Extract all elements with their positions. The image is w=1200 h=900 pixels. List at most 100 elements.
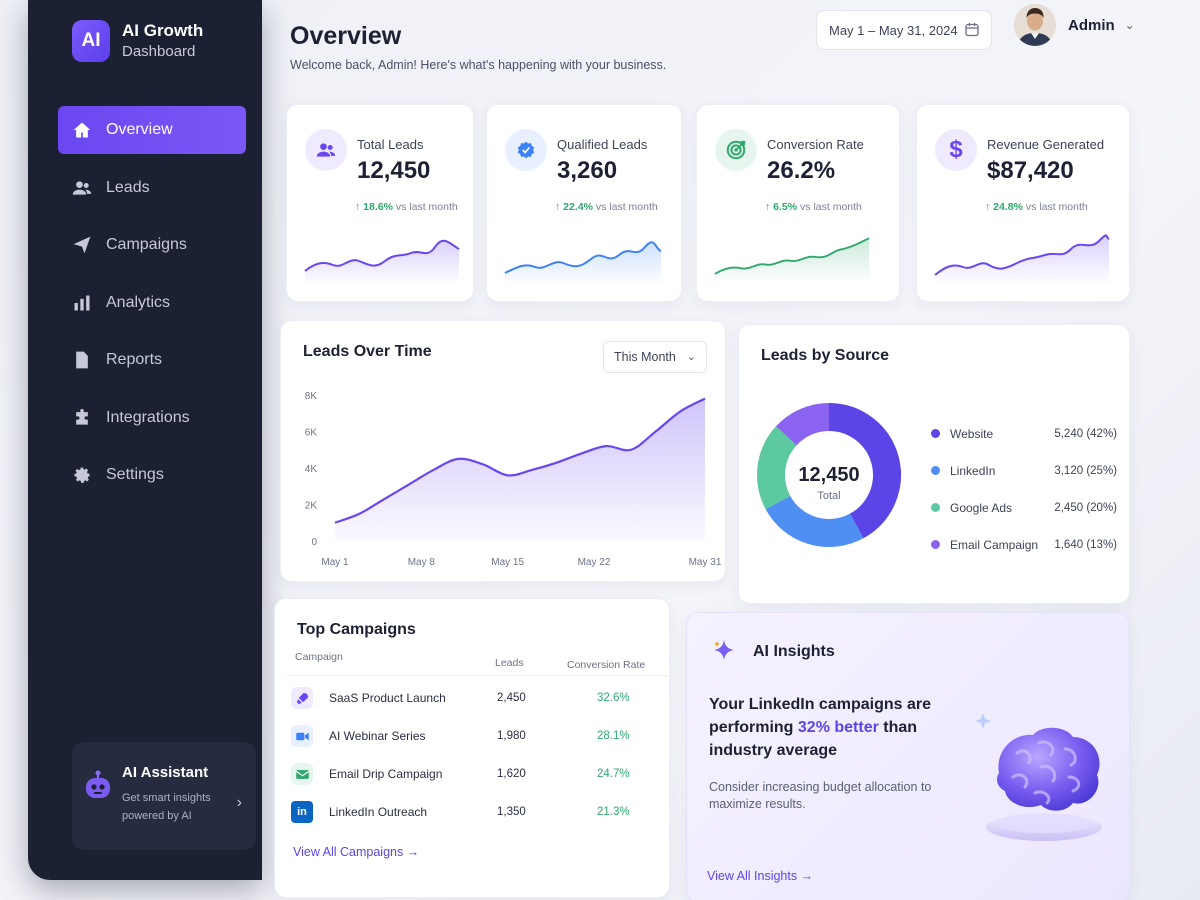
leads-by-source-card: Leads by Source 12,450 Total Website 5,240… xyxy=(738,324,1130,604)
assistant-title: AI Assistant xyxy=(122,764,209,781)
x-tick-label: May 1 xyxy=(321,557,349,568)
brand-title: AI Growth xyxy=(122,21,204,40)
column-header: Conversion Rate xyxy=(567,659,646,671)
date-range-picker[interactable]: May 1 – May 31, 2024 xyxy=(816,10,992,50)
sidebar-item-label: Campaigns xyxy=(106,236,187,253)
legend-value: 1,640 (13%) xyxy=(1054,538,1117,551)
kpi-label: Qualified Leads xyxy=(557,137,648,152)
donut-slice[interactable] xyxy=(757,426,798,510)
brand[interactable]: AI AI Growth Dashboard xyxy=(72,20,203,62)
kpi-card-conversion-rate[interactable]: Conversion Rate 26.2% ↑ 6.5% vs last mon… xyxy=(696,104,900,302)
kpi-value: 26.2% xyxy=(767,157,836,184)
series-line xyxy=(334,397,706,524)
x-tick-label: May 22 xyxy=(578,557,611,568)
card-title: Top Campaigns xyxy=(297,621,416,638)
campaign-name: AI Webinar Series xyxy=(329,729,426,743)
kpi-card-qualified-leads[interactable]: Qualified Leads 3,260 ↑ 22.4% vs last mo… xyxy=(486,104,682,302)
page-title: Overview xyxy=(290,22,402,50)
video-icon xyxy=(291,725,313,747)
campaign-table: SaaS Product Launch 2,450 32.6% AI Webin… xyxy=(291,679,661,831)
top-campaigns-card: Top Campaigns Campaign Leads Conversion … xyxy=(274,598,670,898)
legend-label: Email Campaign xyxy=(950,537,1039,552)
period-select[interactable]: This Month ⌄ xyxy=(603,341,707,373)
x-tick-label: May 8 xyxy=(408,557,436,568)
user-menu[interactable]: Admin ⌄ xyxy=(1014,4,1135,46)
campaign-name: Email Drip Campaign xyxy=(329,767,443,781)
chevron-right-icon: › xyxy=(236,794,242,811)
calendar-icon xyxy=(965,23,979,37)
sidebar-item-analytics[interactable]: Analytics xyxy=(58,279,246,327)
table-row[interactable]: Email Drip Campaign 1,620 24.7% xyxy=(291,755,661,793)
rocket-icon xyxy=(291,687,313,709)
y-tick-label: 2K xyxy=(305,501,318,512)
campaign-leads: 1,620 xyxy=(497,768,526,780)
legend-swatch xyxy=(931,503,940,512)
legend-item[interactable]: Website 5,240 (42%) xyxy=(931,415,1117,452)
area-fill xyxy=(335,398,705,541)
table-row[interactable]: SaaS Product Launch 2,450 32.6% xyxy=(291,679,661,717)
kpi-label: Conversion Rate xyxy=(767,137,864,152)
sidebar-item-campaigns[interactable]: Campaigns xyxy=(58,221,246,269)
main-content: Overview Welcome back, Admin! Here's wha… xyxy=(262,0,1200,900)
period-value: This Month xyxy=(614,350,676,364)
insight-headline: Your LinkedIn campaigns are performing 3… xyxy=(709,693,949,762)
sidebar: AI AI Growth Dashboard Overview Leads Ca… xyxy=(28,0,262,880)
card-title: Leads by Source xyxy=(761,347,890,364)
sidebar-item-reports[interactable]: Reports xyxy=(58,336,246,384)
campaign-leads: 1,980 xyxy=(497,730,526,742)
kpi-trend: ↑ 6.5% vs last month xyxy=(765,201,862,213)
sidebar-item-settings[interactable]: Settings xyxy=(58,451,246,499)
users-icon xyxy=(305,129,347,171)
view-all-campaigns-link[interactable]: View All Campaigns → xyxy=(293,845,420,859)
legend-item[interactable]: LinkedIn 3,120 (25%) xyxy=(931,452,1117,489)
sidebar-item-label: Leads xyxy=(106,178,150,196)
sidebar-item-integrations[interactable]: Integrations xyxy=(58,394,246,442)
donut-slice[interactable] xyxy=(765,495,864,547)
home-icon xyxy=(72,120,92,140)
legend-swatch xyxy=(931,466,940,475)
y-tick-label: 8K xyxy=(305,391,318,402)
badge-check-icon xyxy=(505,129,547,171)
view-all-insights-link[interactable]: View All Insights → xyxy=(707,869,814,883)
kpi-card-revenue[interactable]: $ Revenue Generated $87,420 ↑ 24.8% vs l… xyxy=(916,104,1130,302)
campaign-rate: 32.6% xyxy=(597,692,630,704)
table-row[interactable]: AI Webinar Series 1,980 28.1% xyxy=(291,717,661,755)
column-header: Campaign xyxy=(295,651,343,663)
users-icon xyxy=(72,178,92,198)
sidebar-item-overview[interactable]: Overview xyxy=(58,106,246,154)
ai-assistant-card[interactable]: AI Assistant Get smart insights powered … xyxy=(72,742,256,850)
legend-label: LinkedIn xyxy=(950,463,996,478)
sparkle-icon xyxy=(714,640,734,660)
legend-item[interactable]: Google Ads 2,450 (20%) xyxy=(931,489,1117,526)
kpi-trend: ↑ 18.6% vs last month xyxy=(355,201,458,213)
x-tick-label: May 31 xyxy=(689,557,722,568)
campaign-leads: 1,350 xyxy=(497,806,526,818)
kpi-label: Total Leads xyxy=(357,137,424,152)
legend-value: 5,240 (42%) xyxy=(1054,427,1117,440)
mail-icon xyxy=(291,763,313,785)
kpi-change: 22.4% xyxy=(563,201,593,213)
page-subtitle: Welcome back, Admin! Here's what's happe… xyxy=(290,58,667,72)
dollar-icon: $ xyxy=(935,129,977,171)
headline-text: Your LinkedIn campaigns are performing xyxy=(709,696,931,736)
brand-logo: AI xyxy=(72,20,110,62)
sidebar-item-leads[interactable]: Leads xyxy=(58,164,246,212)
table-row[interactable]: in LinkedIn Outreach 1,350 21.3% xyxy=(291,793,661,831)
sparkline xyxy=(304,239,460,285)
kpi-change-suffix: vs last month xyxy=(800,201,862,213)
kpi-value: 12,450 xyxy=(357,157,431,184)
legend-item[interactable]: Email Campaign 1,640 (13%) xyxy=(931,526,1117,563)
kpi-card-total-leads[interactable]: Total Leads 12,450 ↑ 18.6% vs last month xyxy=(286,104,474,302)
chevron-down-icon: ⌄ xyxy=(686,351,696,363)
sparkline xyxy=(934,234,1110,285)
avatar xyxy=(1014,4,1056,46)
user-name: Admin xyxy=(1068,16,1115,34)
donut-slice[interactable] xyxy=(828,403,901,539)
brain-icon xyxy=(975,713,1102,841)
kpi-value: $87,420 xyxy=(987,157,1074,184)
donut-slice[interactable] xyxy=(775,403,830,446)
campaign-rate: 21.3% xyxy=(597,806,630,818)
leads-over-time-card: Leads Over Time This Month ⌄ 0 2K 4K 6K 8K Ma… xyxy=(280,320,726,582)
kpi-change: 24.8% xyxy=(993,201,1023,213)
